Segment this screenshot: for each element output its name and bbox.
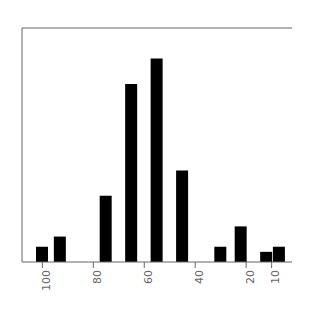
svg-text:40: 40 xyxy=(193,270,206,284)
svg-text:80: 80 xyxy=(91,270,104,284)
svg-text:20: 20 xyxy=(244,270,257,284)
svg-text:10: 10 xyxy=(269,270,282,284)
svg-text:100: 100 xyxy=(40,270,53,291)
svg-text:60: 60 xyxy=(142,270,155,284)
